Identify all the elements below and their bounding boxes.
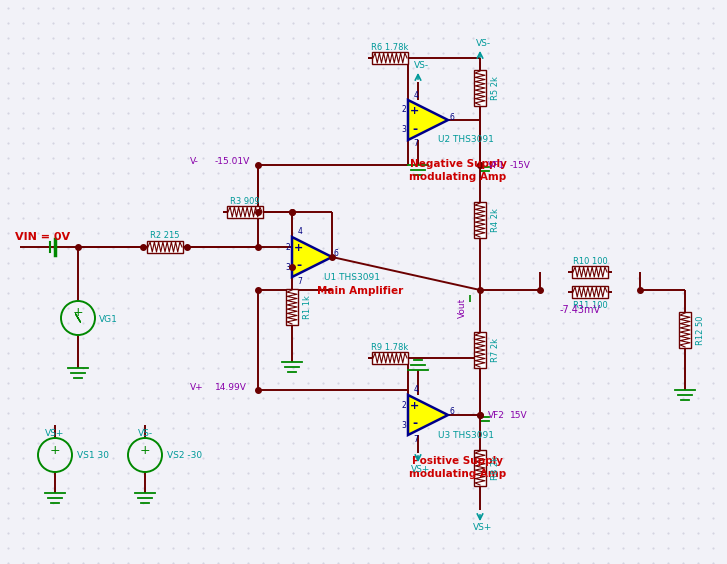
Text: -15.01V: -15.01V [215,157,250,166]
Text: +: + [410,106,419,116]
Bar [474,332,486,368]
Text: 15V: 15V [510,411,528,420]
Text: R12 50: R12 50 [696,315,705,345]
Text: V-: V- [190,157,199,166]
Text: 4: 4 [414,90,419,99]
Text: VF2: VF2 [488,411,505,420]
Text: R5 2k: R5 2k [491,76,500,100]
Text: 2: 2 [401,400,406,409]
Bar [679,312,691,348]
Text: +: + [49,443,60,456]
Bar [474,70,486,106]
Text: VS-: VS- [475,39,491,49]
Text: 14.99V: 14.99V [215,382,247,391]
Text: -15V: -15V [510,161,531,170]
Bar [572,266,608,278]
Text: 3: 3 [401,421,406,430]
Text: 6: 6 [450,112,455,121]
Text: +: + [73,306,84,319]
Text: VF1: VF1 [488,161,505,170]
Bar [572,286,608,298]
Text: 2: 2 [285,243,290,252]
Text: modulating Amp: modulating Amp [409,469,507,479]
Text: U1 THS3091: U1 THS3091 [324,272,380,281]
Text: 6: 6 [334,249,339,258]
Polygon shape [408,100,448,140]
Text: +: + [294,243,304,253]
Text: 7: 7 [414,139,419,148]
Text: -: - [412,122,417,135]
Text: U3 THS3091: U3 THS3091 [438,430,494,439]
Text: R11 100: R11 100 [573,301,607,310]
Text: R3 909: R3 909 [230,196,260,205]
Text: Positive Supply: Positive Supply [412,456,504,466]
Text: R7 2k: R7 2k [491,338,500,362]
Text: 7: 7 [297,276,302,285]
Text: -: - [297,259,302,272]
Text: R10 100: R10 100 [573,257,607,266]
Text: VS-: VS- [137,429,153,438]
Text: 3: 3 [401,126,406,134]
Text: V+: V+ [190,382,204,391]
Bar [372,52,408,64]
Text: R4 2k: R4 2k [491,208,500,232]
Text: Main Amplifier: Main Amplifier [317,286,403,296]
Text: VG1: VG1 [99,315,118,324]
Text: R8 2k: R8 2k [491,456,500,480]
Text: Vout: Vout [457,298,467,318]
Polygon shape [408,395,448,435]
Text: U2 THS3091: U2 THS3091 [438,135,494,144]
Text: 6: 6 [450,408,455,416]
Bar [372,352,408,364]
Text: modulating Amp: modulating Amp [409,172,507,182]
Text: -7.43mV: -7.43mV [560,305,601,315]
Bar [286,289,298,325]
Text: VS+: VS+ [411,465,430,474]
Bar [474,450,486,486]
Polygon shape [292,237,332,277]
Text: R2 215: R2 215 [150,231,180,240]
Text: +: + [140,443,150,456]
Text: R6 1.78k: R6 1.78k [371,42,409,51]
Text: R9 1.78k: R9 1.78k [371,342,409,351]
Bar [227,206,263,218]
Text: R1 1k: R1 1k [303,295,312,319]
Text: VIN = 0V: VIN = 0V [15,232,70,242]
Text: VS-: VS- [414,61,428,70]
Text: VS+: VS+ [473,523,493,532]
Text: VS2 -30: VS2 -30 [167,451,202,460]
Text: 7: 7 [414,434,419,443]
Text: Negative Supply: Negative Supply [409,159,507,169]
Text: +: + [410,401,419,411]
Bar [147,241,183,253]
Text: 2: 2 [401,105,406,114]
Text: -: - [412,417,417,430]
Text: 4: 4 [297,227,302,236]
Text: 3: 3 [285,262,290,271]
Text: VS1 30: VS1 30 [77,451,109,460]
Text: 4: 4 [414,386,419,394]
Text: VS+: VS+ [45,429,65,438]
Bar [474,202,486,238]
